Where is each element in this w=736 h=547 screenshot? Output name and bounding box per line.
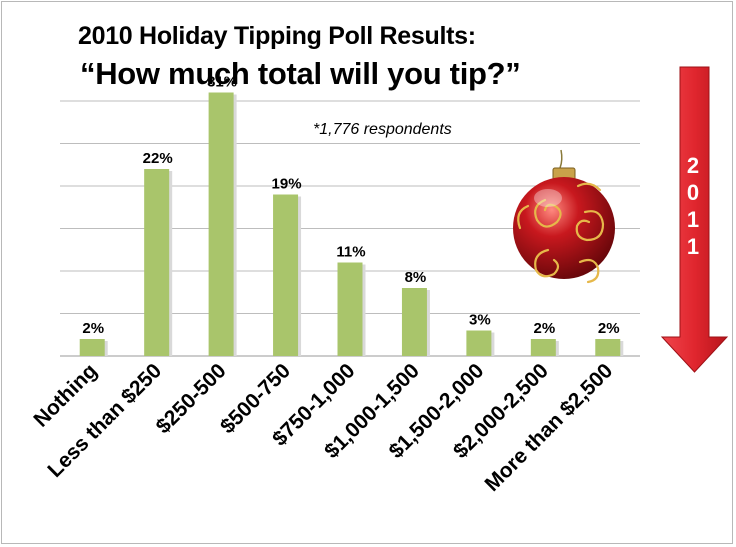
data-label: 31% — [207, 74, 237, 91]
ornament-swirl — [575, 210, 605, 242]
down-arrow-icon — [660, 66, 729, 373]
bar-series — [79, 92, 624, 356]
x-tick-label: $250-500 — [152, 359, 231, 438]
respondents-note: *1,776 respondents — [313, 121, 452, 138]
christmas-ornament-icon — [513, 149, 615, 284]
bar — [337, 262, 363, 356]
chart-subtitle: “How much total will you tip?” — [80, 56, 521, 91]
arrow-shape — [660, 66, 729, 373]
ornament-swirl — [578, 258, 600, 284]
bar — [466, 330, 492, 356]
ornament-ball — [513, 177, 615, 279]
arrow-year-label: 2 0 1 1 — [682, 152, 704, 260]
x-tick-label: More than $2,500 — [481, 359, 618, 496]
data-label: 2% — [82, 320, 104, 337]
ornament-highlight — [534, 189, 562, 207]
ornament-hook — [559, 149, 563, 169]
ornament-swirl — [534, 248, 560, 278]
x-tick-label: Less than $250 — [43, 359, 166, 482]
bar — [401, 288, 427, 356]
data-label: 8% — [405, 269, 427, 286]
data-label: 11% — [336, 244, 365, 261]
data-label: 19% — [272, 176, 302, 193]
data-label: 2% — [598, 320, 620, 337]
bar — [273, 194, 299, 356]
data-label: 22% — [143, 150, 173, 167]
bar — [208, 92, 234, 356]
bar — [144, 169, 170, 356]
bar — [595, 339, 621, 356]
data-label: 3% — [469, 312, 491, 329]
chart-title: 2010 Holiday Tipping Poll Results: — [78, 22, 476, 50]
bar — [530, 339, 556, 356]
ornament-swirl — [517, 204, 530, 230]
data-labels: 2% 22% 31% 19% 11% 8% 3% 2% 2% — [82, 74, 619, 338]
ornament-swirl — [534, 198, 562, 228]
ornament-swirl — [576, 182, 602, 192]
bar — [79, 339, 105, 356]
arrow-year-char: 1 — [686, 234, 700, 259]
arrow-year-char: 1 — [686, 207, 700, 232]
arrow-year-char: 0 — [686, 180, 700, 205]
data-label: 2% — [533, 320, 555, 337]
arrow-year-char: 2 — [686, 153, 700, 178]
